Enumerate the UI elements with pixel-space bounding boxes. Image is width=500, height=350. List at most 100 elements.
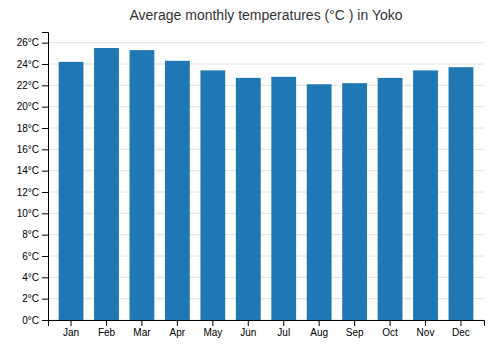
x-tick-mark xyxy=(425,320,426,326)
x-tick: Mar xyxy=(133,320,151,338)
y-tick: 10°C xyxy=(17,208,48,219)
y-tick: 2°C xyxy=(22,293,48,304)
x-tick: Sep xyxy=(346,320,364,338)
y-tick-label: 8°C xyxy=(22,229,39,240)
y-tick-label: 0°C xyxy=(22,315,39,326)
y-tick-mark xyxy=(42,299,48,300)
x-tick-mark xyxy=(71,320,72,326)
y-tick: 16°C xyxy=(17,144,48,155)
x-tick-label: Feb xyxy=(98,327,116,338)
bar xyxy=(130,50,155,320)
y-tick-label: 4°C xyxy=(22,272,39,283)
y-tick: 20°C xyxy=(17,101,48,112)
y-tick-label: 22°C xyxy=(17,80,39,91)
bar xyxy=(413,70,438,320)
y-tick-mark xyxy=(42,192,48,193)
y-tick: 18°C xyxy=(17,123,48,134)
x-tick-label: Dec xyxy=(452,327,470,338)
y-tick-label: 12°C xyxy=(17,187,39,198)
bar xyxy=(94,48,119,320)
y-tick-label: 14°C xyxy=(17,165,39,176)
x-tick-mark xyxy=(283,320,284,326)
y-tick-label: 20°C xyxy=(17,101,39,112)
x-tick-mark xyxy=(460,320,461,326)
grid-line xyxy=(48,42,484,43)
y-tick: 0°C xyxy=(22,315,48,326)
y-tick: 22°C xyxy=(17,80,48,91)
y-tick: 26°C xyxy=(17,37,48,48)
y-tick: 14°C xyxy=(17,165,48,176)
x-tick: Nov xyxy=(417,320,435,338)
x-tick-label: Oct xyxy=(382,327,398,338)
y-tick-label: 24°C xyxy=(17,59,39,70)
y-tick-mark xyxy=(42,277,48,278)
bar xyxy=(59,62,84,320)
y-tick: 4°C xyxy=(22,272,48,283)
x-tick-mark xyxy=(141,320,142,326)
x-tick: Jan xyxy=(63,320,79,338)
bar xyxy=(165,61,190,320)
bar xyxy=(236,78,261,320)
x-tick-mark xyxy=(248,320,249,326)
x-tick: Apr xyxy=(170,320,186,338)
y-tick-mark xyxy=(42,320,48,321)
y-tick-mark xyxy=(42,64,48,65)
y-tick-mark xyxy=(42,107,48,108)
x-tick-mark xyxy=(177,320,178,326)
title: Average monthly temperatures (°C ) in Yo… xyxy=(129,7,402,23)
x-tick-mark xyxy=(354,320,355,326)
chart-svg: 0°C 2°C 4°C 6°C 8°C 10°C 12°C 14°C 16°C 18°C 20°C 2… xyxy=(0,0,500,350)
y-tick-mark xyxy=(42,171,48,172)
bar xyxy=(307,84,332,320)
bar xyxy=(200,70,225,320)
x-tick-mark xyxy=(106,320,107,326)
chart-container: 0°C 2°C 4°C 6°C 8°C 10°C 12°C 14°C 16°C 18°C 20°C 2… xyxy=(0,0,500,350)
y-tick-label: 2°C xyxy=(22,293,39,304)
y-tick-label: 18°C xyxy=(17,123,39,134)
x-tick-label: Jan xyxy=(63,327,79,338)
x-tick-mark xyxy=(390,320,391,326)
bar xyxy=(449,67,474,320)
y-axis: 0°C 2°C 4°C 6°C 8°C 10°C 12°C 14°C 16°C 18°C 20°C 2… xyxy=(17,33,49,326)
y-tick-mark xyxy=(42,85,48,86)
y-tick-label: 26°C xyxy=(17,37,39,48)
x-tick: Aug xyxy=(310,320,328,338)
y-tick: 8°C xyxy=(22,229,48,240)
x-tick: Oct xyxy=(382,320,398,338)
bar xyxy=(271,77,296,320)
x-tick-mark xyxy=(212,320,213,326)
y-tick: 24°C xyxy=(17,59,48,70)
x-axis-line xyxy=(49,321,485,327)
bar xyxy=(378,78,403,320)
x-tick: Feb xyxy=(98,320,116,338)
y-tick-label: 16°C xyxy=(17,144,39,155)
x-tick: May xyxy=(203,320,222,338)
y-axis-line xyxy=(42,33,49,321)
bars xyxy=(59,48,474,320)
y-tick-mark xyxy=(42,128,48,129)
x-tick-label: Nov xyxy=(417,327,435,338)
y-tick-mark xyxy=(42,149,48,150)
y-tick-label: 10°C xyxy=(17,208,39,219)
plot: 0°C 2°C 4°C 6°C 8°C 10°C 12°C 14°C 16°C 18°C 20°C 2… xyxy=(17,33,485,339)
x-tick: Dec xyxy=(452,320,470,338)
x-tick: Jul xyxy=(277,320,290,338)
bar xyxy=(342,83,367,320)
x-tick-label: May xyxy=(203,327,222,338)
x-tick-label: Apr xyxy=(170,327,186,338)
x-tick-mark xyxy=(319,320,320,326)
y-tick-mark xyxy=(42,43,48,44)
y-tick: 12°C xyxy=(17,187,48,198)
y-tick-mark xyxy=(42,235,48,236)
y-tick: 6°C xyxy=(22,251,48,262)
x-axis: Jan Feb Mar Apr May Jun Jul Aug Sep Oct Nov Dec xyxy=(49,320,485,338)
y-tick-label: 6°C xyxy=(22,251,39,262)
y-tick-mark xyxy=(42,256,48,257)
x-tick-label: Aug xyxy=(310,327,328,338)
x-tick-label: Mar xyxy=(133,327,151,338)
x-tick-label: Sep xyxy=(346,327,364,338)
x-tick-label: Jun xyxy=(240,327,256,338)
y-tick-mark xyxy=(42,213,48,214)
x-tick: Jun xyxy=(240,320,256,338)
grid xyxy=(48,43,484,320)
